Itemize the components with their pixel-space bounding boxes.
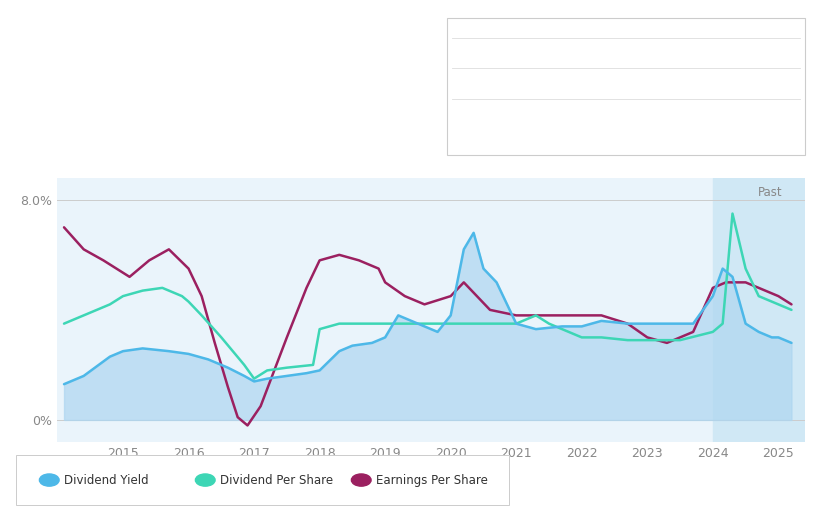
Text: Past: Past xyxy=(758,186,782,199)
Text: JP¥22.500: JP¥22.500 xyxy=(612,82,674,92)
Text: Feb 22 2025: Feb 22 2025 xyxy=(457,24,544,37)
Text: Dividend Yield: Dividend Yield xyxy=(64,473,149,487)
Text: Earnings Per Share: Earnings Per Share xyxy=(376,473,488,487)
Text: Dividend Per Share: Dividend Per Share xyxy=(220,473,333,487)
Bar xyxy=(713,178,805,442)
Text: Earnings Per Share: Earnings Per Share xyxy=(457,112,563,122)
Text: 4.5%: 4.5% xyxy=(612,51,643,61)
Text: /yr: /yr xyxy=(684,82,699,92)
Text: Dividend Per Share: Dividend Per Share xyxy=(457,82,564,92)
Text: /yr: /yr xyxy=(651,51,666,61)
Text: Dividend Yield: Dividend Yield xyxy=(457,51,537,61)
Text: No data: No data xyxy=(612,112,655,122)
